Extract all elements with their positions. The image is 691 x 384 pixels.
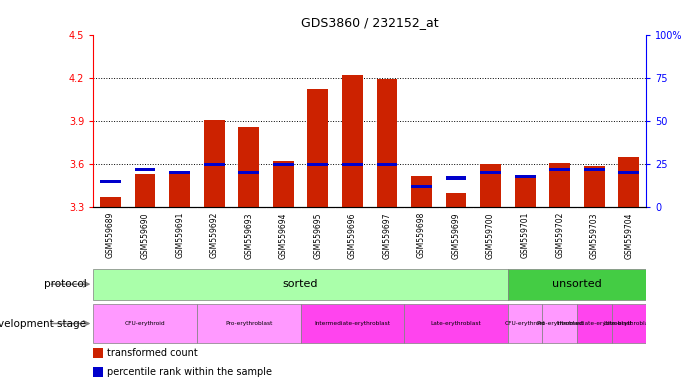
Bar: [100, 197, 121, 207]
Text: GSM559691: GSM559691: [175, 212, 184, 258]
Text: GSM559702: GSM559702: [555, 212, 565, 258]
Bar: [542, 304, 577, 343]
Bar: [577, 304, 612, 343]
Bar: [446, 193, 466, 207]
Bar: [301, 304, 404, 343]
Text: development stage: development stage: [0, 318, 86, 329]
Text: GSM559701: GSM559701: [520, 212, 530, 258]
Bar: [411, 176, 432, 207]
Bar: [515, 176, 536, 207]
Bar: [508, 304, 542, 343]
Bar: [273, 161, 294, 207]
Text: sorted: sorted: [283, 279, 319, 289]
Bar: [411, 185, 432, 188]
Text: protocol: protocol: [44, 279, 86, 289]
Text: GSM559695: GSM559695: [313, 212, 323, 258]
Bar: [93, 367, 103, 377]
Text: GSM559694: GSM559694: [278, 212, 288, 258]
Text: CFU-erythroid: CFU-erythroid: [505, 321, 545, 326]
Bar: [93, 304, 197, 343]
Text: Intermediate-erythroblast: Intermediate-erythroblast: [556, 321, 632, 326]
Bar: [238, 127, 259, 207]
Bar: [169, 173, 190, 207]
Text: GSM559700: GSM559700: [486, 212, 495, 258]
Bar: [618, 157, 639, 207]
Text: Late-erythroblast: Late-erythroblast: [430, 321, 482, 326]
Text: CFU-erythroid: CFU-erythroid: [125, 321, 165, 326]
Text: GSM559699: GSM559699: [451, 212, 461, 258]
Text: GSM559693: GSM559693: [244, 212, 254, 258]
Text: GSM559692: GSM559692: [209, 212, 219, 258]
Bar: [618, 171, 639, 174]
Bar: [169, 171, 190, 174]
Bar: [508, 269, 646, 300]
Text: transformed count: transformed count: [107, 348, 198, 358]
Bar: [612, 304, 646, 343]
Text: Late-erythroblast: Late-erythroblast: [603, 321, 654, 326]
Bar: [342, 75, 363, 207]
Bar: [584, 168, 605, 171]
Bar: [273, 162, 294, 166]
Bar: [93, 348, 103, 358]
Bar: [135, 174, 155, 207]
Bar: [515, 175, 536, 178]
Bar: [135, 168, 155, 171]
Text: GSM559689: GSM559689: [106, 212, 115, 258]
Text: Intermediate-erythroblast: Intermediate-erythroblast: [314, 321, 390, 326]
Text: GSM559704: GSM559704: [624, 212, 634, 258]
Bar: [307, 162, 328, 166]
Bar: [584, 166, 605, 207]
Bar: [549, 168, 570, 171]
Text: percentile rank within the sample: percentile rank within the sample: [107, 367, 272, 377]
Bar: [307, 89, 328, 207]
Bar: [480, 171, 501, 174]
Bar: [549, 163, 570, 207]
Bar: [377, 79, 397, 207]
Bar: [93, 269, 508, 300]
Text: unsorted: unsorted: [552, 279, 602, 289]
Bar: [238, 171, 259, 174]
Bar: [377, 162, 397, 166]
Text: GSM559698: GSM559698: [417, 212, 426, 258]
Bar: [100, 180, 121, 183]
Text: GDS3860 / 232152_at: GDS3860 / 232152_at: [301, 16, 439, 29]
Bar: [204, 119, 225, 207]
Text: GSM559690: GSM559690: [140, 212, 150, 258]
Text: GSM559696: GSM559696: [348, 212, 357, 258]
Bar: [446, 176, 466, 180]
Bar: [197, 304, 301, 343]
Text: Pro-erythroblast: Pro-erythroblast: [536, 321, 583, 326]
Bar: [342, 162, 363, 166]
Bar: [480, 164, 501, 207]
Bar: [404, 304, 508, 343]
Text: GSM559703: GSM559703: [589, 212, 599, 258]
Text: GSM559697: GSM559697: [382, 212, 392, 258]
Bar: [204, 162, 225, 166]
Text: Pro-erythroblast: Pro-erythroblast: [225, 321, 272, 326]
